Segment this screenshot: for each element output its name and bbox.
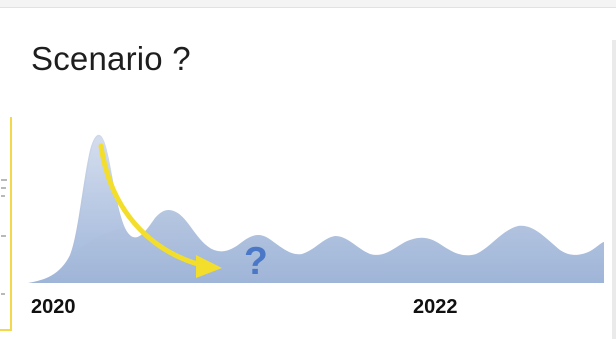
thumbnail-text-line <box>1 187 6 189</box>
trend-arrow-head <box>196 255 222 278</box>
thumbnail-text-line <box>1 235 6 237</box>
question-mark-annotation: ? <box>244 240 268 283</box>
x-axis-tick-label: 2022 <box>413 296 458 318</box>
thumbnail-text-line <box>1 293 5 295</box>
page-title: Scenario ? <box>31 40 191 77</box>
trend-arrow <box>98 143 208 269</box>
wave-area <box>28 134 604 283</box>
right-edge <box>612 40 616 339</box>
thumbnail-text-line <box>1 195 5 197</box>
thumbnail-text-line <box>1 179 7 181</box>
wave-peak-highlight <box>72 136 124 255</box>
top-edge <box>0 0 616 8</box>
left-slide-thumbnail[interactable] <box>0 117 12 331</box>
x-axis-tick-label: 2020 <box>31 296 76 318</box>
